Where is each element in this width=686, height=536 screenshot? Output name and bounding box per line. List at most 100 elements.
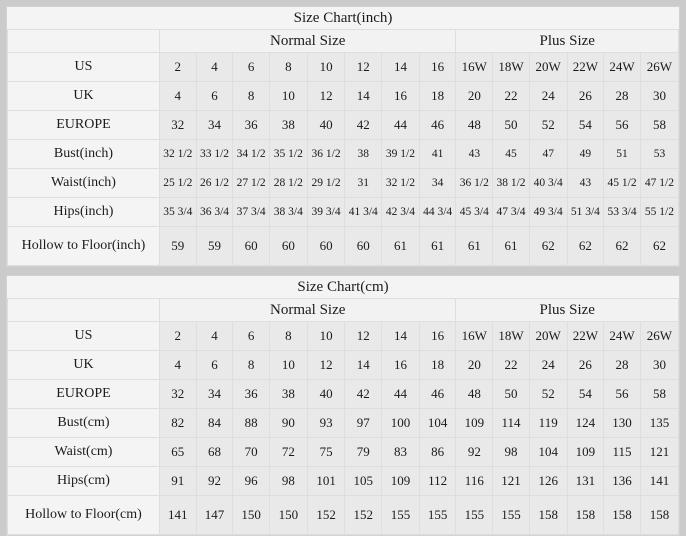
cell-value: 10 — [268, 81, 308, 111]
row-label-waist: Waist(inch) — [7, 168, 160, 198]
cell-value: 8 — [232, 350, 270, 380]
cell-value: 42 — [344, 379, 383, 409]
cell-value: 44 — [381, 110, 420, 140]
cell-value: 22 — [492, 350, 530, 380]
cell-value: 12 — [306, 81, 346, 111]
cell-value: 6 — [195, 350, 234, 380]
cell-value: 32 1/2 — [381, 168, 420, 198]
row-label-hollow-to-floor: Hollow to Floor(inch) — [7, 226, 160, 266]
cell-value: 61 — [455, 226, 494, 266]
table-row: Hips(inch) 35 3/4 36 3/4 37 3/4 38 3/4 3… — [7, 197, 680, 227]
group-header-normal-size: Normal Size — [158, 298, 457, 322]
chart-title: Size Chart(cm) — [7, 276, 679, 299]
row-label-us: US — [7, 321, 160, 351]
cell-value: 26W — [639, 52, 680, 82]
cell-value: 55 1/2 — [639, 197, 680, 227]
cell-value: 36 1/2 — [306, 139, 346, 169]
cell-value: 26 — [566, 81, 605, 111]
cell-value: 14 — [381, 52, 420, 82]
cell-value: 136 — [603, 466, 641, 496]
cell-value: 60 — [344, 226, 383, 266]
cell-value: 72 — [268, 437, 308, 467]
cell-value: 24W — [603, 52, 641, 82]
cell-value: 31 — [344, 168, 383, 198]
cell-value: 4 — [195, 321, 234, 351]
cell-value: 32 — [158, 379, 197, 409]
cell-value: 119 — [528, 408, 568, 438]
cell-value: 104 — [418, 408, 457, 438]
cell-value: 10 — [306, 321, 346, 351]
cell-value: 12 — [344, 52, 383, 82]
cell-value: 46 — [418, 379, 457, 409]
cell-value: 16 — [381, 350, 420, 380]
cell-value: 121 — [639, 437, 680, 467]
cell-value: 54 — [566, 110, 605, 140]
cell-value: 82 — [158, 408, 197, 438]
cell-value: 24 — [528, 81, 568, 111]
cell-value: 42 — [344, 110, 383, 140]
cell-value: 16 — [418, 52, 457, 82]
row-label-waist: Waist(cm) — [7, 437, 160, 467]
cell-value: 158 — [528, 495, 568, 535]
cell-value: 152 — [344, 495, 383, 535]
table-row: Waist(inch) 25 1/2 26 1/2 27 1/2 28 1/2 … — [7, 168, 680, 198]
cell-value: 53 3/4 — [603, 197, 641, 227]
cell-value: 6 — [232, 52, 270, 82]
cell-value: 22W — [566, 52, 605, 82]
cell-value: 32 — [158, 110, 197, 140]
cell-value: 45 1/2 — [603, 168, 641, 198]
cell-value: 62 — [528, 226, 568, 266]
table-row: EUROPE 32 34 36 38 40 42 44 46 48 50 52 … — [7, 110, 680, 140]
cell-value: 90 — [268, 408, 308, 438]
cell-value: 62 — [603, 226, 641, 266]
cell-value: 20 — [455, 81, 494, 111]
cell-value: 4 — [195, 52, 234, 82]
group-header-normal-size: Normal Size — [158, 29, 457, 53]
cell-value: 104 — [528, 437, 568, 467]
cell-value: 155 — [492, 495, 530, 535]
cell-value: 16W — [455, 52, 494, 82]
table-row: Hollow to Floor(inch) 59 59 60 60 60 60 … — [7, 226, 680, 266]
cell-value: 28 1/2 — [268, 168, 308, 198]
cell-value: 60 — [306, 226, 346, 266]
cell-value: 141 — [158, 495, 197, 535]
cell-value: 47 1/2 — [639, 168, 680, 198]
cell-value: 36 — [232, 110, 270, 140]
cell-value: 40 — [306, 379, 346, 409]
row-label-bust: Bust(cm) — [7, 408, 160, 438]
cell-value: 109 — [455, 408, 494, 438]
cell-value: 38 — [268, 110, 308, 140]
cell-value: 10 — [268, 350, 308, 380]
cell-value: 52 — [528, 379, 568, 409]
cell-value: 60 — [268, 226, 308, 266]
cell-value: 45 3/4 — [455, 197, 494, 227]
cell-value: 141 — [639, 466, 680, 496]
cell-value: 158 — [603, 495, 641, 535]
cell-value: 155 — [455, 495, 494, 535]
cell-value: 131 — [566, 466, 605, 496]
cell-value: 20W — [528, 321, 568, 351]
cell-value: 54 — [566, 379, 605, 409]
cell-value: 35 3/4 — [158, 197, 197, 227]
cell-value: 88 — [232, 408, 270, 438]
cell-value: 36 3/4 — [195, 197, 234, 227]
row-label-europe: EUROPE — [7, 379, 160, 409]
cell-value: 8 — [232, 81, 270, 111]
cell-value: 79 — [344, 437, 383, 467]
cell-value: 41 — [418, 139, 457, 169]
cell-value: 92 — [195, 466, 234, 496]
cell-value: 27 1/2 — [232, 168, 270, 198]
cell-value: 34 — [418, 168, 457, 198]
cell-value: 18 — [418, 81, 457, 111]
cell-value: 56 — [603, 379, 641, 409]
cell-value: 42 3/4 — [381, 197, 420, 227]
cell-value: 112 — [418, 466, 457, 496]
cell-value: 59 — [158, 226, 197, 266]
cell-value: 130 — [603, 408, 641, 438]
cell-value: 14 — [344, 81, 383, 111]
cell-value: 152 — [306, 495, 346, 535]
cell-value: 155 — [381, 495, 420, 535]
cell-value: 116 — [455, 466, 494, 496]
row-label-bust: Bust(inch) — [7, 139, 160, 169]
cell-value: 8 — [268, 52, 308, 82]
